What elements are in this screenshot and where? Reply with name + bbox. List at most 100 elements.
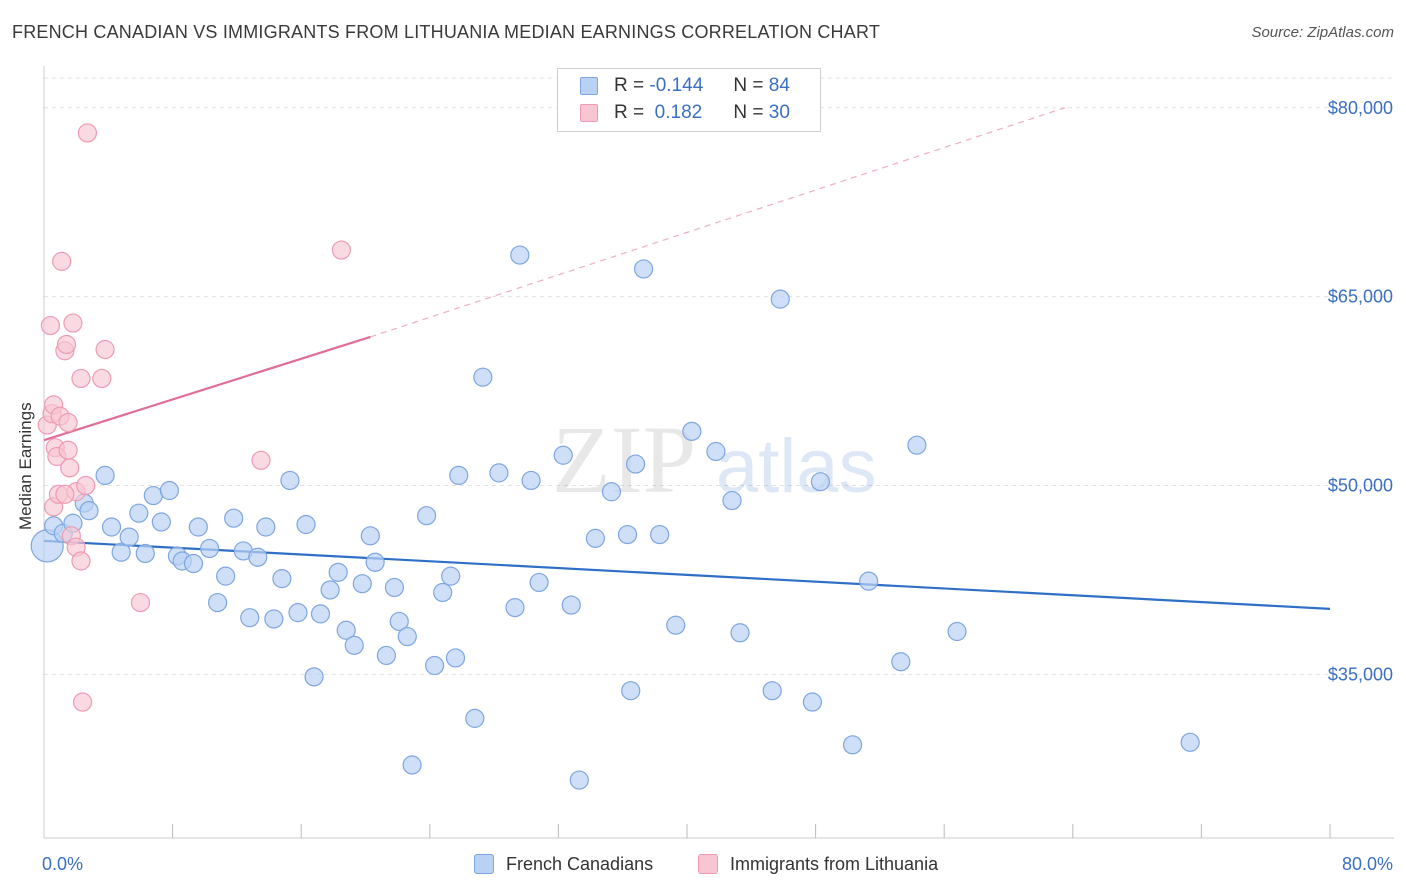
point-french-canadians [344,635,364,655]
point-french-canadians [505,597,525,618]
point-french-canadians [425,655,445,676]
point-french-canadians [129,503,149,523]
watermark: ZIP atlas [552,406,877,513]
point-french-canadians [111,542,131,562]
point-immigrants-lithuania [92,368,112,389]
trend-line-pink [43,335,371,442]
bottom-legend-pink-label: Immigrants from Lithuania [730,853,939,874]
point-french-canadians [188,517,208,537]
point-french-canadians [730,623,750,643]
bottom-swatch-pink [698,854,718,874]
point-french-canadians [521,470,541,491]
legend-r-label: R = [614,75,645,96]
stats-legend: R = -0.144 N = 84 R = 0.182 N = 30 [557,68,821,132]
point-immigrants-lithuania [76,475,96,496]
point-immigrants-lithuania [71,368,91,389]
tick-labels: $35,000 $50,000 $65,000 $80,000 0.0% 80.0% [42,98,1393,874]
point-french-canadians [376,645,396,666]
bottom-swatch-blue [474,854,494,874]
point-french-canadians [617,524,638,545]
point-french-canadians [553,445,573,465]
point-french-canadians [272,569,292,589]
point-french-canadians [561,595,581,615]
trend-line-pink-extension [370,107,1065,338]
point-french-canadians [389,611,409,632]
point-immigrants-lithuania [130,592,151,613]
y-tick-label: $35,000 [1328,664,1393,684]
point-french-canadians [95,465,115,486]
data-points [30,123,1200,790]
x-tick-label: 0.0% [42,854,83,874]
point-french-canadians [465,708,485,728]
point-french-canadians [625,454,646,474]
watermark-atlas: atlas [716,424,877,509]
point-french-canadians [352,574,372,594]
watermark-zip: ZIP [552,406,696,513]
point-immigrants-lithuania [56,334,77,355]
y-axis-label: Median Earnings [16,402,35,530]
point-immigrants-lithuania [52,251,72,271]
point-french-canadians [384,577,405,598]
point-immigrants-lithuania [331,240,351,260]
point-french-canadians [248,547,268,567]
point-french-canadians [256,517,276,537]
point-immigrants-lithuania [95,339,115,360]
legend-row-blue: R = -0.144 N = 84 [580,74,790,98]
point-french-canadians [650,524,670,545]
point-french-canadians [304,667,324,687]
point-french-canadians [151,512,171,532]
legend-r-value: 0.182 [649,102,703,123]
point-french-canadians [1180,732,1200,752]
point-french-canadians [402,755,422,775]
point-french-canadians [397,626,417,647]
point-immigrants-lithuania [55,484,75,504]
bottom-legend-blue: French Canadians [474,852,653,876]
point-french-canadians [722,490,742,511]
point-french-canadians [360,526,380,546]
point-immigrants-lithuania [58,440,78,460]
point-french-canadians [907,435,927,455]
legend-swatch-blue [580,77,598,95]
point-french-canadians [585,528,605,548]
y-tick-label: $65,000 [1328,287,1393,307]
point-french-canadians [365,552,385,572]
chart-title: FRENCH CANADIAN VS IMMIGRANTS FROM LITHU… [12,22,881,42]
point-french-canadians [240,608,260,628]
point-immigrants-lithuania [60,458,80,478]
point-french-canadians [947,621,967,642]
point-french-canadians [666,615,686,635]
legend-n-label: N = [733,102,764,123]
bottom-legend-pink: Immigrants from Lithuania [698,852,938,876]
point-french-canadians [433,582,453,603]
point-french-canadians [199,538,220,559]
point-french-canadians [770,289,790,309]
point-french-canadians [159,480,179,501]
point-french-canadians [79,501,99,521]
legend-n-value: 30 [768,102,790,123]
point-french-canadians [682,421,702,441]
legend-r-value: -0.144 [649,75,704,96]
point-french-canadians [569,770,589,790]
point-french-canadians [489,463,509,483]
point-french-canadians [216,566,236,586]
point-french-canadians [891,652,911,672]
point-immigrants-lithuania [58,412,78,433]
point-french-canadians [416,506,437,526]
point-immigrants-lithuania [40,315,61,336]
point-french-canadians [441,566,461,586]
point-immigrants-lithuania [71,551,91,571]
trend-lines [43,107,1331,610]
point-french-canadians [296,514,316,535]
point-french-canadians [280,470,300,491]
x-tick-label: 80.0% [1342,854,1393,874]
y-tick-label: $50,000 [1328,475,1393,495]
y-tick-label: $80,000 [1328,98,1393,118]
point-french-canadians [288,603,308,623]
legend-row-pink: R = 0.182 N = 30 [580,101,790,125]
point-french-canadians [101,517,122,537]
point-french-canadians [621,681,641,701]
point-french-canadians [802,692,822,712]
point-french-canadians [224,508,244,528]
point-french-canadians [842,735,863,755]
